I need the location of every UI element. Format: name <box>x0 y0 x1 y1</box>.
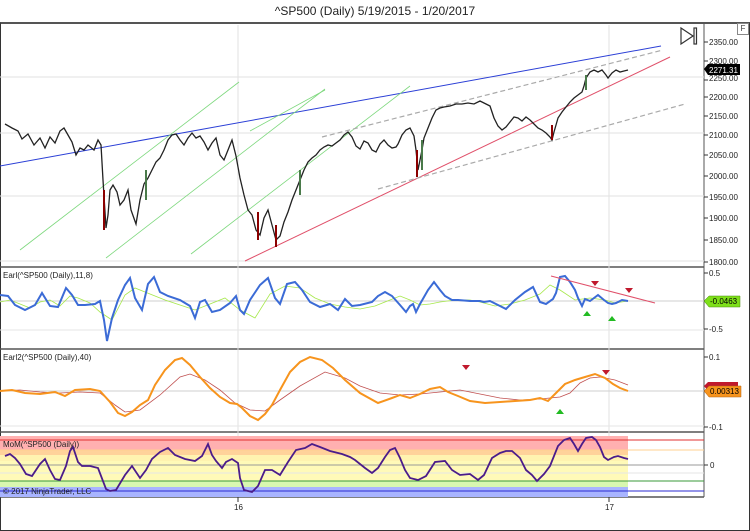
chart-title: ^SP500 (Daily) 5/19/2015 - 1/20/2017 <box>274 4 476 18</box>
earl2-pane-title: Earl2(^SP500 (Daily),40) <box>3 353 92 362</box>
svg-text:17: 17 <box>605 503 614 512</box>
green-channel-4 <box>249 89 326 132</box>
svg-text:0.1: 0.1 <box>709 353 721 362</box>
last-price-tag: 2271.31 <box>704 64 740 75</box>
price-candles <box>4 69 629 247</box>
gray-dashed-upper <box>321 49 664 138</box>
svg-text:1800.00: 1800.00 <box>709 258 738 267</box>
svg-text:2250.00: 2250.00 <box>709 74 738 83</box>
svg-text:0.5: 0.5 <box>709 269 721 278</box>
earl-divergence-line <box>550 275 656 304</box>
svg-text:2150.00: 2150.00 <box>709 112 738 121</box>
svg-text:-0.0463: -0.0463 <box>710 297 738 306</box>
f-button[interactable]: F <box>737 23 749 35</box>
svg-text:2100.00: 2100.00 <box>709 131 738 140</box>
mom-panel: 0 <box>0 436 715 497</box>
earl-panel: 0.5 -0.5 -0.0463 <box>0 269 741 342</box>
red-trendline <box>244 56 671 262</box>
svg-text:16: 16 <box>234 503 243 512</box>
sell-arrow-icon <box>591 281 599 286</box>
svg-text:2350.00: 2350.00 <box>709 38 738 47</box>
svg-text:1900.00: 1900.00 <box>709 214 738 223</box>
price-y-axis: 2350.00 2300.00 2250.00 2200.00 2150.00 … <box>704 38 738 267</box>
sell-arrow-icon <box>462 365 470 370</box>
svg-text:0.00313: 0.00313 <box>710 387 739 396</box>
skip-to-end-icon[interactable] <box>680 26 698 46</box>
earl-pane-title: Earl(^SP500 (Daily),11,8) <box>3 271 93 280</box>
x-axis: 16 17 <box>234 497 614 512</box>
svg-text:-0.1: -0.1 <box>709 423 723 432</box>
buy-arrow-icon <box>583 311 591 316</box>
blue-trendline <box>0 45 662 167</box>
svg-text:2000.00: 2000.00 <box>709 172 738 181</box>
svg-text:2200.00: 2200.00 <box>709 93 738 102</box>
trend-drawings[interactable] <box>0 45 686 262</box>
green-channel-1 <box>19 81 240 251</box>
sell-arrow-icon <box>625 288 633 293</box>
svg-text:1950.00: 1950.00 <box>709 193 738 202</box>
svg-text:2271.31: 2271.31 <box>709 66 738 75</box>
mom-pane-title: MoM(^SP500 (Daily)) <box>3 440 80 449</box>
svg-text:2050.00: 2050.00 <box>709 151 738 160</box>
gray-dashed-lower <box>377 103 686 190</box>
buy-arrow-icon <box>556 409 564 414</box>
sell-arrow-icon <box>602 370 610 375</box>
svg-text:1850.00: 1850.00 <box>709 236 738 245</box>
green-channel-2 <box>105 88 326 259</box>
earl2-panel: 0.1 -0.1 0.00313 <box>0 353 742 432</box>
copyright-text: © 2017 NinjaTrader, LLC <box>3 487 92 496</box>
svg-text:0: 0 <box>710 461 715 470</box>
svg-text:-0.5: -0.5 <box>709 325 723 334</box>
svg-text:2300.00: 2300.00 <box>709 57 738 66</box>
buy-arrow-icon <box>608 316 616 321</box>
